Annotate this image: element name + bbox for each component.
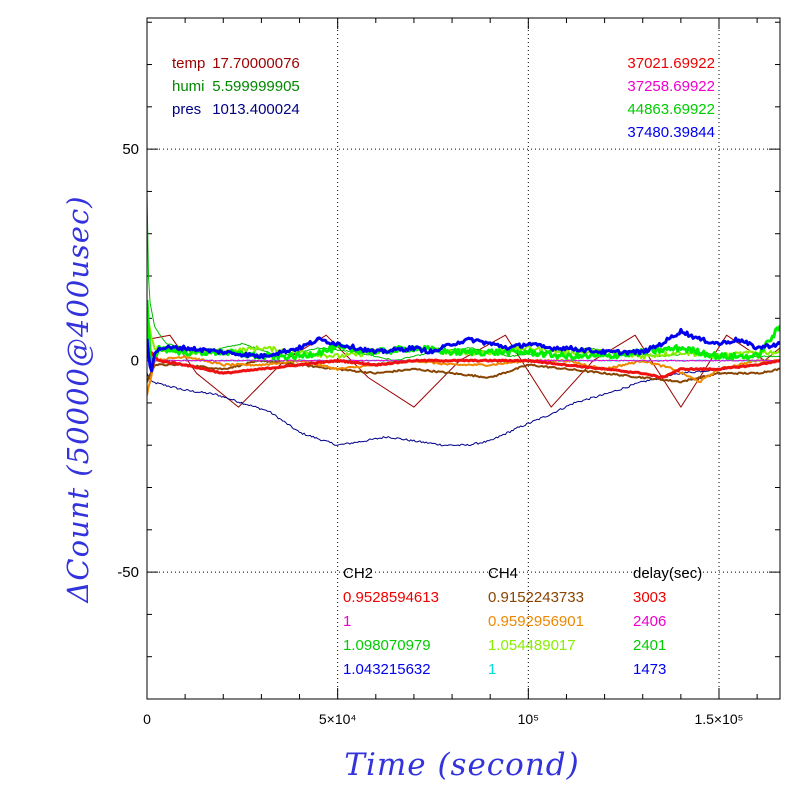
x-tick-label: 0 (143, 711, 151, 727)
table-ch2-value: 1.043215632 (343, 661, 431, 678)
table-delay-value: 2406 (633, 613, 666, 630)
top-right-value: 37480.39844 (627, 124, 715, 141)
top-right-value: 44863.69922 (627, 101, 715, 118)
env-label: humi (172, 78, 205, 95)
table-ch2-value: 1.098070979 (343, 637, 431, 654)
y-tick-label: -50 (117, 564, 139, 581)
x-tick-label: 1.5×10⁵ (694, 711, 743, 727)
y-tick-label: 0 (131, 353, 139, 370)
series-line-2 (147, 359, 780, 447)
series-layer (147, 191, 780, 447)
env-label: temp (172, 55, 205, 72)
x-axis-title: Time (second) (344, 747, 580, 783)
top-right-value: 37258.69922 (627, 78, 715, 95)
table-delay-value: 1473 (633, 661, 666, 678)
table-ch2-value: 1 (343, 613, 351, 630)
series-line-4 (147, 359, 780, 384)
y-axis-title: ΔCount (50000@400usec) (61, 195, 95, 603)
table-ch4-value: 0.9152243733 (488, 589, 584, 606)
plot-frame (146, 17, 781, 700)
table-header: delay(sec) (633, 565, 702, 582)
top-right-value: 37021.69922 (627, 55, 715, 72)
series-line-9 (147, 346, 780, 380)
table-delay-value: 3003 (633, 589, 666, 606)
table-header: CH2 (343, 565, 373, 582)
table-ch2-value: 0.9528594613 (343, 589, 439, 606)
table-ch4-value: 1 (488, 661, 496, 678)
table-delay-value: 2401 (633, 637, 666, 654)
table-ch4-value: 1.054489017 (488, 637, 576, 654)
env-value: 17.70000076 (212, 55, 300, 72)
table-ch4-value: 0.9592956901 (488, 613, 584, 630)
series-line-11 (147, 327, 780, 373)
x-tick-label: 5×10⁴ (319, 711, 357, 727)
table-header: CH4 (488, 565, 518, 582)
env-value: 5.599999905 (212, 78, 300, 95)
y-tick-label: 50 (122, 141, 139, 158)
tick-labels: 0 5×10⁴ 10⁵ 1.5×10⁵ 50 0 -50 (117, 141, 743, 727)
annotations: temp 17.70000076 humi 5.599999905 pres 1013.4… (172, 55, 715, 678)
series-line-5 (147, 355, 780, 396)
env-value: 1013.400024 (212, 101, 300, 118)
env-label: pres (172, 101, 201, 118)
x-tick-label: 10⁵ (518, 711, 539, 727)
